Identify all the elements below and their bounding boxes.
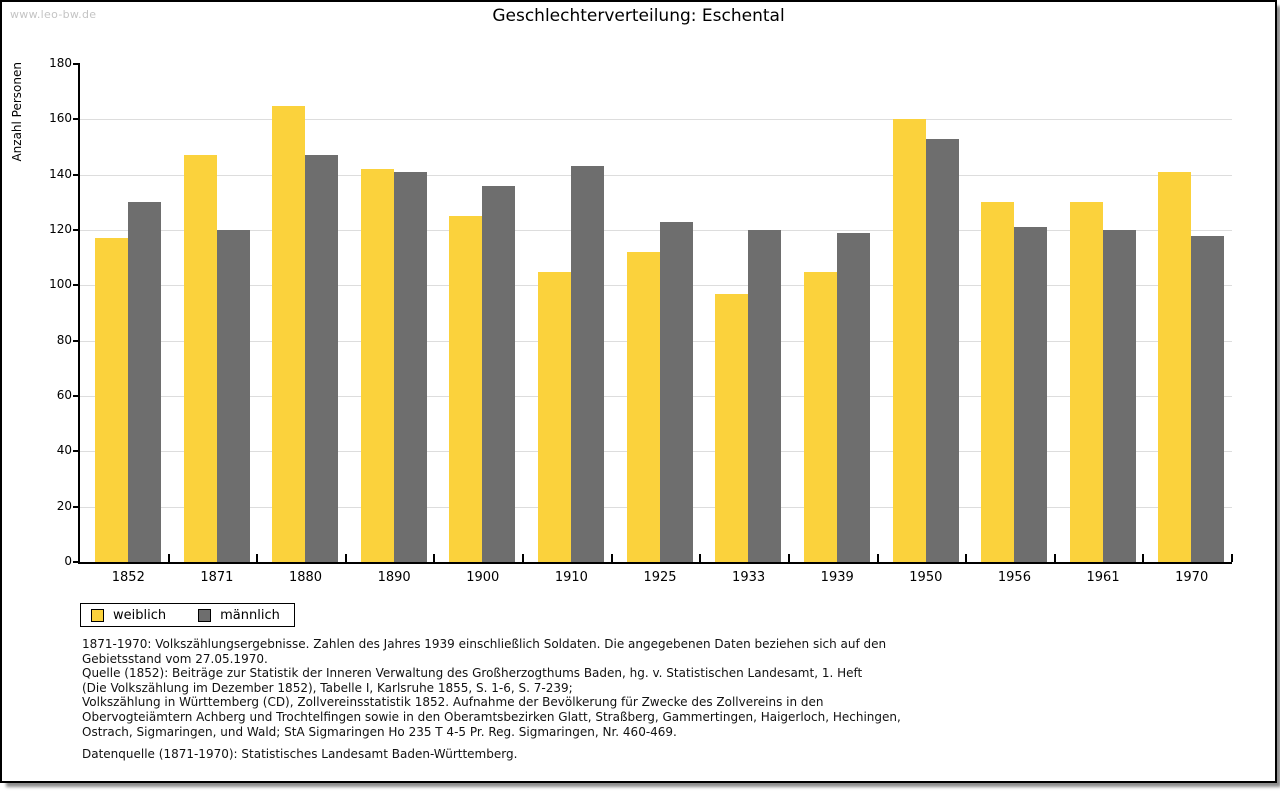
bar-weiblich-1956 bbox=[981, 202, 1015, 562]
y-tick-label-20: 20 bbox=[56, 498, 72, 513]
x-label-1880: 1880 bbox=[288, 570, 323, 585]
bar-männlich-1956 bbox=[1014, 227, 1048, 562]
data-source: Datenquelle (1871-1970): Statistisches L… bbox=[82, 747, 518, 761]
bar-weiblich-1933 bbox=[715, 293, 749, 562]
bar-männlich-1910 bbox=[571, 166, 605, 562]
x-label-1852: 1852 bbox=[111, 570, 145, 585]
footnote: 1871-1970: Volkszählungsergebnisse. Zahl… bbox=[82, 637, 942, 739]
bar-weiblich-1939 bbox=[803, 271, 837, 562]
footnote-line-4: (Die Volkszählung im Dezember 1852), Tab… bbox=[82, 680, 573, 695]
legend-label-maennlich: männlich bbox=[220, 607, 280, 623]
bar-männlich-1961 bbox=[1102, 230, 1136, 562]
bar-männlich-1950 bbox=[925, 138, 959, 562]
x-tick-5 bbox=[522, 554, 525, 562]
y-tick-120 bbox=[73, 229, 80, 231]
x-label-1871: 1871 bbox=[200, 570, 234, 585]
x-tick-3 bbox=[344, 554, 347, 562]
y-tick-140 bbox=[73, 173, 80, 176]
x-tick-2 bbox=[256, 554, 259, 562]
footnote-line-3: Quelle (1852): Beiträge zur Statistik de… bbox=[82, 666, 863, 681]
y-tick-label-0: 0 bbox=[64, 554, 72, 568]
x-tick-7 bbox=[699, 554, 702, 562]
x-tick-10 bbox=[965, 554, 968, 562]
x-tick-6 bbox=[610, 554, 613, 562]
bar-männlich-1925 bbox=[659, 221, 693, 562]
bar-männlich-1871 bbox=[216, 230, 250, 562]
x-label-1925: 1925 bbox=[643, 570, 677, 585]
x-label-1950: 1950 bbox=[909, 570, 943, 585]
y-tick-label-120: 120 bbox=[49, 222, 72, 236]
y-tick-160 bbox=[73, 118, 80, 121]
bar-männlich-1970 bbox=[1191, 235, 1225, 562]
chart-title: Geschlechterverteilung: Eschental bbox=[492, 6, 785, 26]
y-axis-title: Anzahl Personen bbox=[10, 62, 24, 162]
x-label-1910: 1910 bbox=[554, 570, 588, 585]
bar-weiblich-1871 bbox=[183, 155, 217, 562]
y-tick-40 bbox=[73, 450, 80, 453]
bar-männlich-1933 bbox=[748, 230, 782, 562]
legend: weiblich männlich bbox=[80, 603, 295, 627]
x-label-1970: 1970 bbox=[1175, 570, 1209, 585]
x-label-1961: 1961 bbox=[1086, 570, 1120, 585]
y-tick-0 bbox=[73, 561, 80, 563]
y-tick-label-160: 160 bbox=[49, 111, 72, 126]
legend-swatch-maennlich-icon bbox=[198, 608, 212, 622]
bar-weiblich-1880 bbox=[272, 105, 306, 562]
legend-swatch-weiblich-icon bbox=[91, 608, 104, 622]
x-tick-1 bbox=[167, 554, 170, 562]
footnote-line-6: Obervogteiämtern Achberg und Trochtelfin… bbox=[82, 709, 901, 724]
y-tick-label-40: 40 bbox=[56, 443, 72, 458]
x-tick-11 bbox=[1053, 554, 1056, 562]
y-tick-label-100: 100 bbox=[49, 277, 72, 292]
bar-weiblich-1970 bbox=[1158, 171, 1192, 562]
gridline-120 bbox=[80, 230, 1232, 231]
x-label-1939: 1939 bbox=[820, 570, 854, 585]
bar-weiblich-1961 bbox=[1069, 202, 1103, 562]
footnote-line-1: 1871-1970: Volkszählungsergebnisse. Zahl… bbox=[82, 637, 887, 651]
y-tick-label-180: 180 bbox=[49, 56, 72, 70]
bar-männlich-1900 bbox=[482, 185, 516, 562]
y-tick-80 bbox=[73, 339, 80, 342]
footnote-line-5: Volkszählung in Württemberg (CD), Zollve… bbox=[82, 695, 824, 710]
x-label-1900: 1900 bbox=[466, 570, 500, 585]
x-tick-9 bbox=[876, 554, 879, 562]
x-label-1956: 1956 bbox=[997, 570, 1031, 585]
bar-weiblich-1925 bbox=[626, 252, 660, 562]
bar-männlich-1939 bbox=[836, 232, 870, 562]
footnote-line-7: Ostrach, Sigmaringen, und Wald; StA Sigm… bbox=[82, 724, 677, 739]
legend-label-weiblich: weiblich bbox=[113, 607, 167, 623]
x-tick-12 bbox=[1142, 554, 1145, 562]
watermark: www.leo-bw.de bbox=[10, 8, 97, 21]
bar-weiblich-1900 bbox=[449, 216, 483, 562]
bar-männlich-1880 bbox=[305, 155, 339, 562]
x-label-1890: 1890 bbox=[377, 570, 411, 585]
x-tick-13 bbox=[1231, 554, 1233, 562]
y-tick-100 bbox=[73, 284, 80, 287]
y-tick-180 bbox=[73, 63, 80, 65]
gridline-160 bbox=[80, 119, 1232, 121]
bar-weiblich-1852 bbox=[95, 238, 128, 562]
x-tick-4 bbox=[433, 554, 436, 562]
bar-männlich-1852 bbox=[128, 202, 161, 562]
y-tick-label-60: 60 bbox=[56, 388, 72, 402]
legend-item-weiblich: weiblich bbox=[91, 608, 166, 623]
y-tick-60 bbox=[73, 395, 80, 397]
x-label-1933: 1933 bbox=[732, 570, 766, 585]
y-tick-label-140: 140 bbox=[49, 166, 72, 181]
footnote-line-2: Gebietsstand vom 27.05.1970. bbox=[82, 651, 268, 666]
bar-männlich-1890 bbox=[393, 171, 427, 562]
bar-weiblich-1950 bbox=[892, 119, 926, 562]
y-tick-label-80: 80 bbox=[56, 332, 72, 347]
x-tick-8 bbox=[787, 554, 790, 562]
plot-area: 0 20 40 60 80 100 120 140 160 180 1852 1871 1880 1890… bbox=[49, 56, 1233, 585]
gridline-140 bbox=[80, 174, 1232, 176]
legend-item-maennlich: männlich bbox=[198, 608, 280, 623]
bar-weiblich-1890 bbox=[360, 169, 394, 562]
y-tick-20 bbox=[73, 505, 80, 508]
bar-weiblich-1910 bbox=[538, 271, 572, 562]
